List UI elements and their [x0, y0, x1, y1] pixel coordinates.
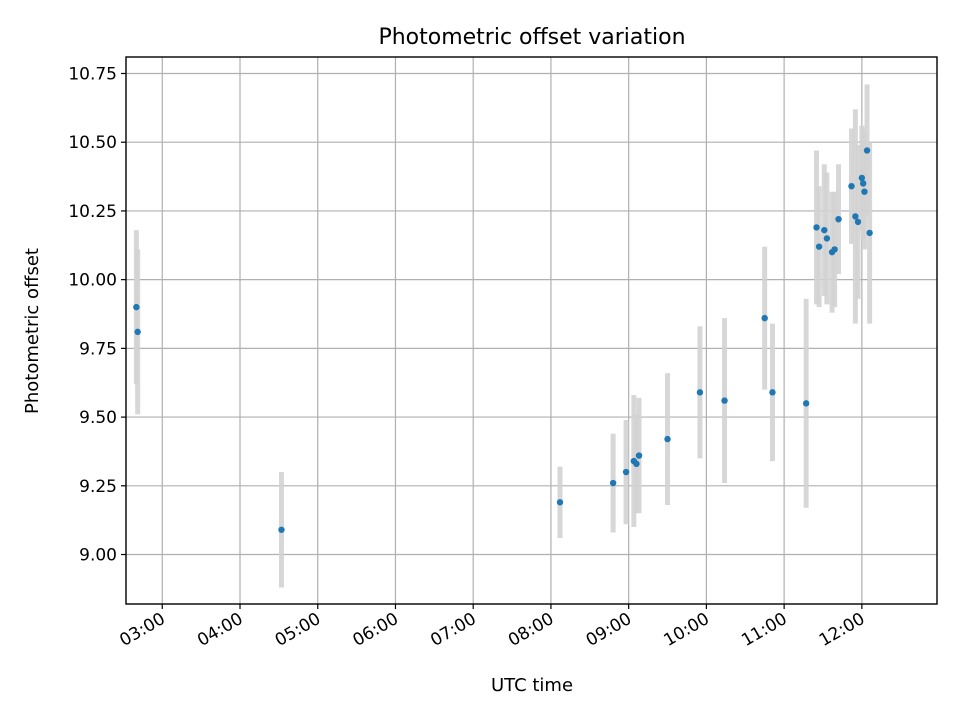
x-axis-label: UTC time	[491, 675, 573, 696]
data-point	[761, 314, 768, 322]
data-point	[835, 215, 842, 223]
data-point	[866, 229, 873, 237]
data-point	[852, 213, 859, 220]
data-point	[622, 468, 630, 476]
data-point	[134, 328, 141, 336]
y-tick-label: 10.50	[68, 133, 117, 153]
y-tick-label: 10.00	[68, 271, 117, 291]
data-point	[861, 188, 868, 195]
plot-frame	[125, 56, 938, 605]
data-point	[664, 435, 671, 443]
grid-layer	[126, 57, 937, 604]
data-point	[609, 479, 617, 487]
point-layer	[133, 147, 873, 533]
data-point	[278, 526, 285, 533]
data-point	[802, 400, 810, 407]
data-point	[859, 180, 867, 187]
y-axis-label: Photometric offset	[22, 248, 43, 414]
data-point	[821, 226, 828, 234]
y-tick-label: 10.25	[68, 202, 117, 222]
data-point	[633, 460, 640, 468]
y-axis: 9.00 9.25 9.50 9.75 10.00 10.25 10.50 10.75	[68, 64, 126, 566]
y-tick-label: 9.25	[79, 477, 117, 497]
y-tick-label: 9.75	[79, 339, 117, 359]
data-point	[854, 218, 862, 226]
data-point	[556, 499, 564, 506]
data-point	[831, 246, 838, 253]
data-point	[848, 182, 855, 190]
data-point	[635, 452, 643, 459]
y-tick-label: 9.00	[79, 546, 117, 566]
chart-title: Photometric offset variation	[378, 25, 685, 50]
data-point	[863, 147, 871, 154]
data-point	[815, 243, 823, 250]
data-point	[813, 224, 820, 231]
data-point	[133, 303, 140, 311]
data-point	[721, 397, 728, 404]
y-tick-label: 9.50	[79, 408, 117, 428]
data-point	[769, 389, 776, 396]
data-point	[696, 389, 704, 396]
data-point	[823, 235, 831, 242]
data-point	[858, 174, 866, 182]
y-tick-label: 10.75	[68, 64, 117, 84]
